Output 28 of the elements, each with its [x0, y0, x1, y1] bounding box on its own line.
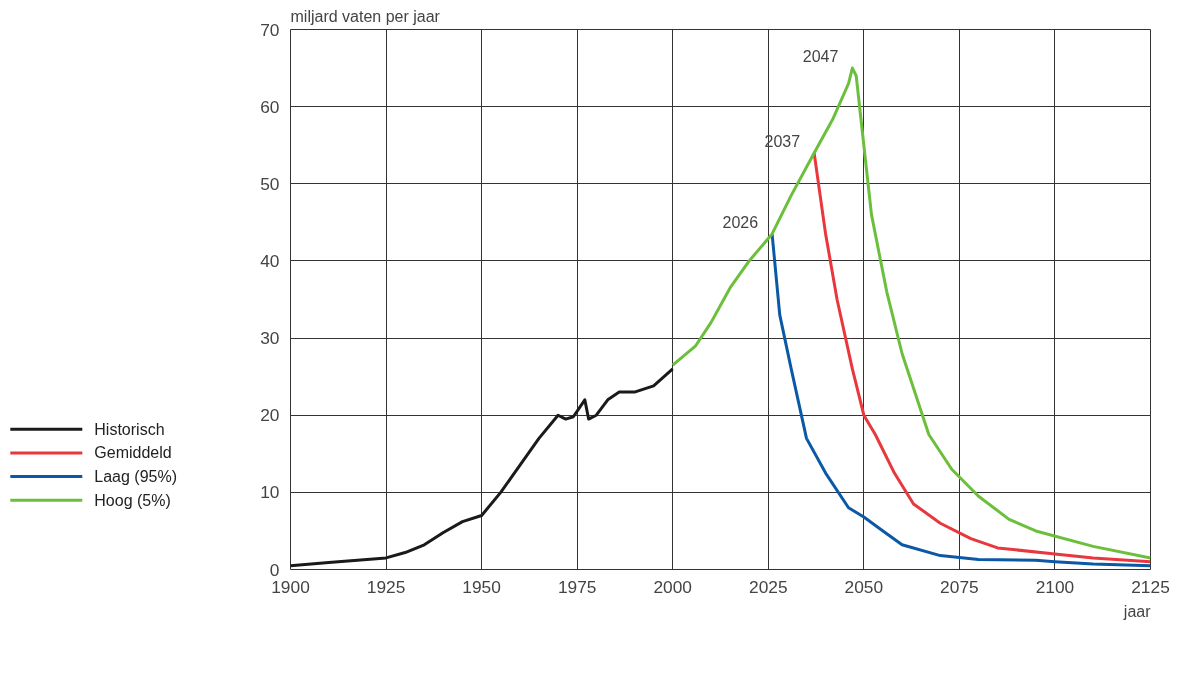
- x-tick-label: 1975: [557, 576, 597, 597]
- y-axis-title: miljard vaten per jaar: [290, 7, 441, 25]
- y-tick-label: 40: [260, 250, 280, 271]
- y-tick-label: 20: [260, 405, 280, 426]
- x-tick-label: 1925: [366, 576, 406, 597]
- x-axis-title: jaar: [1122, 602, 1152, 620]
- y-tick-label: 50: [260, 173, 280, 194]
- x-tick-label: 2075: [940, 576, 979, 597]
- x-tick-label: 2025: [749, 576, 788, 597]
- x-tick-label: 2100: [1035, 576, 1075, 597]
- line-series: [770, 232, 1151, 568]
- y-tick-label: 30: [260, 328, 280, 349]
- annotation: 2047: [802, 48, 839, 66]
- legend-label: Laag (95%): [94, 468, 178, 486]
- y-tick-label: 70: [260, 19, 280, 40]
- line-series: [671, 66, 1151, 560]
- x-tick-label: 2125: [1131, 576, 1170, 597]
- annotation: 2026: [722, 213, 759, 231]
- legend-label: Hoog (5%): [94, 491, 171, 509]
- line-series: [812, 151, 1151, 564]
- x-tick-label: 2050: [844, 576, 884, 597]
- line-series: [290, 367, 675, 568]
- x-tick-label: 1950: [462, 576, 501, 597]
- y-tick-label: 10: [260, 482, 280, 503]
- x-tick-label: 2000: [653, 576, 693, 597]
- legend-label: Historisch: [94, 420, 165, 438]
- legend-label: Gemiddeld: [94, 444, 172, 462]
- y-tick-label: 60: [260, 96, 280, 117]
